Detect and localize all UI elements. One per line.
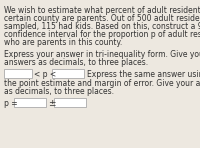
Text: who are parents in this county.: who are parents in this county.: [4, 38, 122, 47]
Text: the point estimate and margin of error. Give your answers: the point estimate and margin of error. …: [4, 79, 200, 88]
Text: ±: ±: [48, 99, 56, 108]
Text: answers as decimals, to three places.: answers as decimals, to three places.: [4, 58, 148, 67]
FancyBboxPatch shape: [4, 69, 32, 78]
FancyBboxPatch shape: [14, 98, 46, 107]
FancyBboxPatch shape: [54, 98, 86, 107]
Text: Express your answer in tri-inequality form. Give your: Express your answer in tri-inequality fo…: [4, 50, 200, 59]
Text: We wish to estimate what percent of adult residents in a: We wish to estimate what percent of adul…: [4, 6, 200, 15]
Text: as decimals, to three places.: as decimals, to three places.: [4, 87, 114, 96]
Text: certain county are parents. Out of 500 adult residents: certain county are parents. Out of 500 a…: [4, 14, 200, 23]
Text: sampled, 115 had kids. Based on this, construct a 95%: sampled, 115 had kids. Based on this, co…: [4, 22, 200, 31]
Text: Express the same answer using: Express the same answer using: [87, 70, 200, 79]
FancyBboxPatch shape: [52, 69, 84, 78]
Text: confidence interval for the proportion p of adult residents: confidence interval for the proportion p…: [4, 30, 200, 39]
Text: p =: p =: [4, 99, 18, 108]
Text: < p <: < p <: [34, 70, 56, 79]
